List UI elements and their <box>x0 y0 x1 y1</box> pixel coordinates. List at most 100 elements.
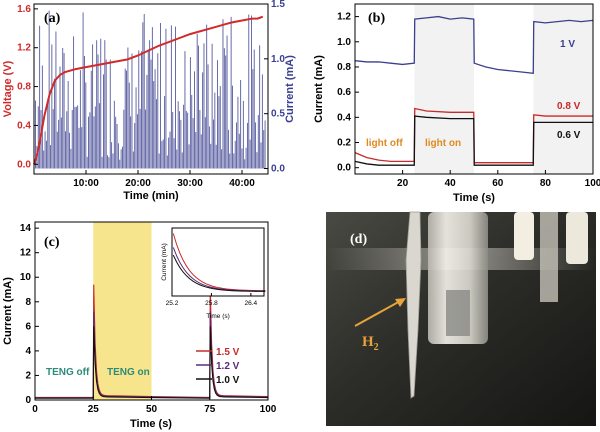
photo-fixture-3 <box>566 212 588 264</box>
y-tick-label: 4 <box>25 346 31 357</box>
y-tick-label: 14 <box>20 223 32 234</box>
panel-b-series-label-06v: 0.6 V <box>557 130 581 141</box>
inset-series-line <box>172 254 266 292</box>
panel-c-series <box>35 284 269 399</box>
panel-c-shaded-region <box>93 222 152 400</box>
panel-a-ticks: 10:00 20:00 30:00 40:00 0.0 0.4 0.8 1.2 1.6 0.0 0.… <box>17 0 285 189</box>
panel-c-inset-xlabel: Time (s) <box>206 313 230 320</box>
photo-glass-tube <box>428 212 488 344</box>
panel-c-teng-on-label: TENG on <box>107 367 150 378</box>
panel-b-light-off-label: light off <box>366 138 403 149</box>
y-tick-left-label: 0.8 <box>17 82 31 93</box>
panel-a-xlabel: Time (min) <box>123 190 179 202</box>
panel-a-ylabel-right: Current (mA) <box>284 55 296 123</box>
y-tick-label: 2 <box>25 370 31 381</box>
y-tick-label: 12 <box>20 248 32 259</box>
panel-c-inset-series <box>172 233 266 292</box>
panel-c-inset-frame <box>171 227 265 297</box>
series-line <box>35 326 269 399</box>
panel-c-ylabel: Current (mA) <box>2 277 14 345</box>
panel-b-axes-frame <box>354 3 594 175</box>
y-tick-left-label: 0.0 <box>17 159 31 170</box>
y-tick-label: 0.0 <box>337 163 351 174</box>
y-tick-right-label: 0.5 <box>271 109 285 120</box>
shaded-region <box>93 222 152 400</box>
y-tick-left-label: 0.4 <box>17 120 31 131</box>
y-tick-label: 0.4 <box>337 112 351 123</box>
photo-h2-arrowhead <box>395 298 406 307</box>
x-tick-label: 20:00 <box>125 178 151 189</box>
panel-b-ylabel: Current (mA) <box>313 55 325 123</box>
inset-x-tick-label: 25.8 <box>205 300 218 307</box>
panel-b-ticks: 20 40 60 80 100 0.0 0.2 0.4 0.6 0.8 1.0 1.2 <box>337 12 600 189</box>
panel-b-series <box>354 15 594 166</box>
photo-h2-arrow <box>354 299 403 327</box>
panel-a-axes-frame <box>33 3 269 175</box>
x-tick-label: 20 <box>397 178 409 189</box>
x-tick-label: 30:00 <box>177 178 203 189</box>
y-tick-left-label: 1.6 <box>17 4 31 15</box>
panel-c-inset-ticks: 25.2 25.8 26.4 <box>166 293 258 307</box>
x-tick-label: 60 <box>492 178 504 189</box>
panel-c-legend-10v: 1.0 V <box>216 375 240 386</box>
y-tick-label: 0.8 <box>337 62 351 73</box>
panel-c-inset: 25.2 25.8 26.4 Time (s) Current (mA) <box>161 227 266 320</box>
y-tick-label: 10 <box>20 272 32 283</box>
y-tick-label: 0 <box>25 395 31 406</box>
panel-c-inset-background <box>172 228 264 296</box>
x-tick-label: 100 <box>260 404 277 415</box>
panel-b-light-on-label: light on <box>425 138 461 149</box>
y-tick-right-label: 1.0 <box>271 54 285 65</box>
y-tick-label: 1.2 <box>337 12 351 23</box>
y-tick-right-label: 1.5 <box>271 0 285 10</box>
panel-c-xlabel: Time (s) <box>130 418 172 430</box>
panel-b: 20 40 60 80 100 0.0 0.2 0.4 0.6 0.8 1.0 1.2 (b) Tim… <box>313 3 600 204</box>
panel-c-teng-off-label: TENG off <box>46 367 90 378</box>
x-tick-label: 0 <box>32 404 38 415</box>
y-tick-label: 6 <box>25 321 31 332</box>
panel-d-label: (d) <box>350 232 367 247</box>
x-tick-label: 100 <box>585 178 600 189</box>
photo-tube-electrode <box>446 290 470 336</box>
panel-b-series-label-08v: 0.8 V <box>557 101 581 112</box>
y-tick-right-label: 0.0 <box>271 164 285 175</box>
panel-c-inset-ylabel: Current (mA) <box>161 243 168 281</box>
x-tick-label: 40:00 <box>229 178 255 189</box>
panel-a-label: (a) <box>44 11 61 26</box>
photo-fixture-1 <box>514 212 534 260</box>
panel-d-photo: H2 (d) <box>326 211 596 426</box>
inset-x-tick-label: 26.4 <box>245 300 258 307</box>
series-line <box>354 115 593 166</box>
panel-c-ticks: 0 25 50 75 100 0 2 4 6 8 10 12 14 <box>20 223 277 415</box>
x-tick-label: 25 <box>88 404 100 415</box>
panel-a: 10:00 20:00 30:00 40:00 0.0 0.4 0.8 1.2 1.6 0.0 0.… <box>2 0 296 202</box>
shaded-region <box>414 4 474 174</box>
shaded-region <box>533 4 593 174</box>
panel-a-ylabel-left: Voltage (V) <box>2 60 14 117</box>
x-tick-label: 75 <box>204 404 216 415</box>
series-line <box>354 107 593 164</box>
panel-a-current-series <box>35 10 266 169</box>
y-tick-label: 0.6 <box>337 87 351 98</box>
panel-a-voltage-series <box>33 15 264 165</box>
series-line <box>354 15 594 74</box>
x-tick-label: 50 <box>146 404 158 415</box>
y-tick-label: 0.2 <box>337 138 351 149</box>
panel-c-label: (c) <box>44 235 60 250</box>
y-tick-label: 1.0 <box>337 37 351 48</box>
panel-b-label: (b) <box>368 11 385 26</box>
panel-b-shaded-regions <box>414 4 593 174</box>
photo-electrode <box>405 211 422 399</box>
panel-b-series-label-1v: 1 V <box>560 39 575 50</box>
y-tick-label: 8 <box>25 297 31 308</box>
photo-fixture-2 <box>540 212 558 302</box>
panel-c-legend-12v: 1.2 V <box>216 361 240 372</box>
panel-b-xlabel: Time (s) <box>453 192 495 204</box>
inset-x-tick-label: 25.2 <box>166 300 179 307</box>
photo-h2-label: H2 <box>362 334 379 353</box>
panel-c: 0 25 50 75 100 0 2 4 6 8 10 12 14 (c) Time (s) Curre… <box>2 221 277 430</box>
panel-c-legend-15v: 1.5 V <box>216 347 240 358</box>
x-tick-label: 40 <box>445 178 457 189</box>
x-tick-label: 10:00 <box>73 178 99 189</box>
